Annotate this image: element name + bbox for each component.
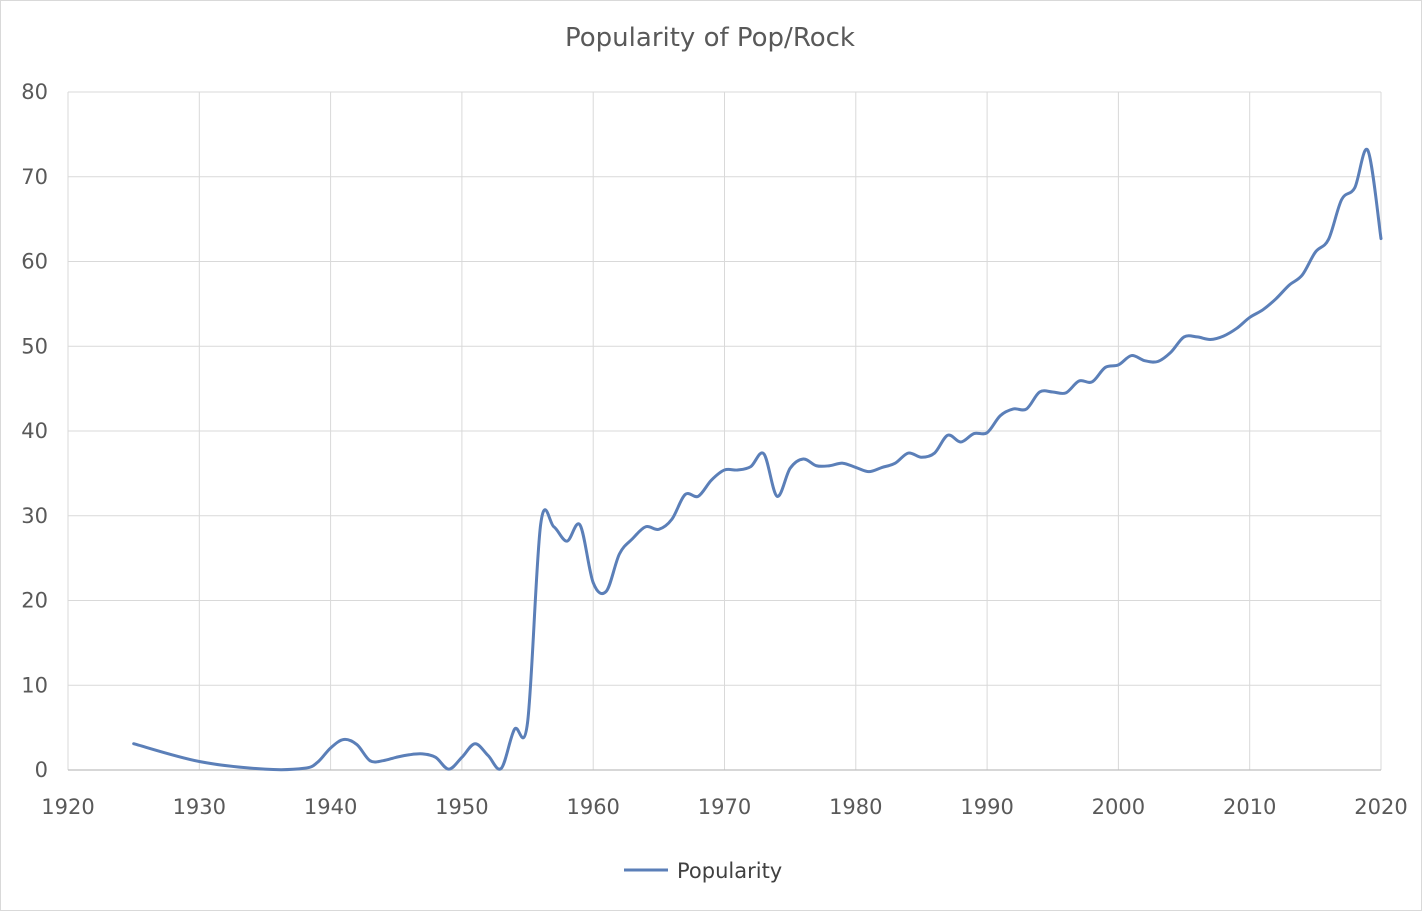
y-tick-label: 40 (21, 419, 48, 443)
legend-label-popularity: Popularity (677, 859, 782, 883)
y-tick-label: 30 (21, 504, 48, 528)
x-tick-label: 1990 (960, 795, 1013, 819)
x-tick-label: 1920 (41, 795, 94, 819)
y-tick-label: 60 (21, 250, 48, 274)
y-tick-label: 70 (21, 165, 48, 189)
x-tick-label: 1950 (435, 795, 488, 819)
series-line-popularity (132, 147, 1383, 772)
x-axis-tick-labels: 1920 1930 1940 1950 1960 1970 1980 1990 2000 2010… (41, 795, 1407, 819)
y-axis-tick-labels: 0 10 20 30 40 50 60 70 80 (21, 80, 48, 782)
chart-title: Popularity of Pop/Rock (565, 23, 855, 53)
y-tick-label: 0 (35, 758, 48, 782)
x-tick-label: 1970 (698, 795, 751, 819)
x-tick-label: 1960 (566, 795, 619, 819)
y-tick-label: 20 (21, 589, 48, 613)
y-tick-label: 50 (21, 334, 48, 358)
x-tick-label: 1980 (829, 795, 882, 819)
series-lines (132, 147, 1383, 772)
y-tick-label: 80 (21, 80, 48, 104)
x-tick-label: 1930 (173, 795, 226, 819)
gridlines (67, 91, 1382, 770)
legend: Popularity (624, 859, 782, 883)
x-tick-label: 2020 (1354, 795, 1407, 819)
x-tick-label: 1940 (304, 795, 357, 819)
y-tick-label: 10 (21, 673, 48, 697)
x-tick-label: 2000 (1092, 795, 1145, 819)
x-tick-label: 2010 (1223, 795, 1276, 819)
